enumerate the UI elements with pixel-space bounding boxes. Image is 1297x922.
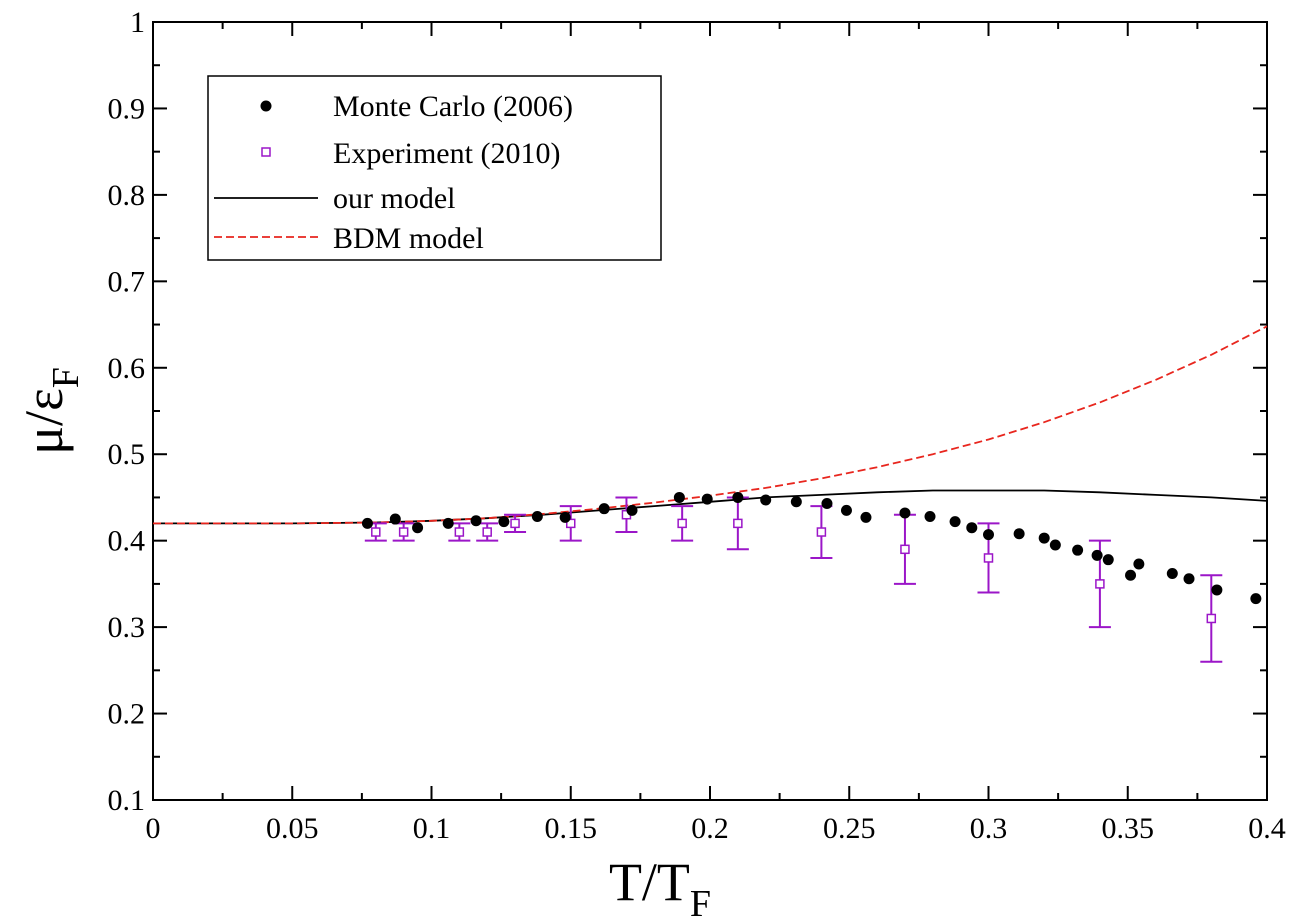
experiment-point [677,518,687,529]
monte-carlo-point [701,493,713,505]
x-tick-label: 0.2 [691,812,729,845]
monte-carlo-point [1013,528,1025,540]
experiment-point [733,518,743,529]
x-tick-label: 0.25 [823,812,876,845]
y-tick-label: 0.1 [108,784,146,817]
monte-carlo-point [760,494,772,506]
legend-marker-experiment [261,147,271,157]
monte-carlo-point [790,496,802,508]
x-axis-label: T/TF [609,852,711,922]
monte-carlo-point [498,516,510,528]
x-tick-label: 0 [146,812,161,845]
monte-carlo-point [1133,558,1145,570]
y-tick-label: 0.7 [108,265,146,298]
experiment-point [482,527,492,537]
monte-carlo-point [673,491,685,503]
ticks: 0 0.05 0.1 0.15 0.2 0.25 0.3 0.35 0.4 0.1 0.2 0.3 0.… [108,6,1286,845]
y-axis-label: μ/εF [14,367,87,455]
x-axis-label-main: T/T [609,852,690,912]
legend-label-monte-carlo: Monte Carlo (2006) [333,90,573,123]
monte-carlo-point [598,503,610,515]
monte-carlo-point [860,511,872,523]
x-axis-label-sub: F [690,883,711,922]
monte-carlo-point [966,522,978,534]
y-tick-label: 0.8 [108,179,146,212]
monte-carlo-point [412,522,424,534]
y-tick-label: 0.2 [108,698,146,731]
x-tick-label: 0.15 [545,812,598,845]
experiment-point [371,527,381,537]
monte-carlo-point [361,517,373,529]
experiment-point [398,527,409,537]
x-tick-label: 0.4 [1248,812,1286,845]
monte-carlo-point [949,516,961,528]
legend-box [207,75,662,261]
monte-carlo-point [1038,532,1050,544]
experiment-point [816,527,827,537]
experiment-point [983,553,994,563]
monte-carlo-point [899,507,911,519]
y-tick-label: 1 [130,6,145,39]
monte-carlo-point [1183,573,1195,585]
x-tick-label: 0.1 [413,812,451,845]
y-tick-label: 0.9 [108,92,146,125]
monte-carlo-point [389,513,401,525]
y-tick-label: 0.3 [108,611,146,644]
x-tick-label: 0.35 [1102,812,1155,845]
y-tick-label: 0.5 [108,438,146,471]
monte-carlo-point [840,504,852,516]
monte-carlo-point [1250,593,1262,605]
monte-carlo-point [470,515,482,527]
monte-carlo-point [1102,554,1114,566]
monte-carlo-point [1072,544,1084,556]
experiment-point [566,518,576,529]
monte-carlo-point [1166,568,1178,580]
monte-carlo-point [1049,539,1061,551]
experiment-point [510,518,520,529]
experiment-point [900,544,910,555]
legend-label-our-model: our model [333,182,455,215]
monte-carlo-point [626,504,638,516]
x-tick-label: 0.05 [266,812,319,845]
legend-label-experiment: Experiment (2010) [333,137,560,170]
monte-carlo-point [1091,549,1103,561]
monte-carlo-point [1125,569,1137,581]
legend: Monte Carlo (2006) Experiment (2010) our… [207,75,662,261]
x-tick-label: 0.3 [970,812,1008,845]
bdm-model-line [153,325,1268,525]
monte-carlo-point [1211,584,1223,596]
experiment-point [1095,579,1105,589]
monte-carlo-point [442,517,454,529]
monte-carlo-point [559,511,571,523]
monte-carlo-point [531,510,543,522]
monte-carlo-point [924,510,936,522]
monte-carlo-point [821,497,833,509]
legend-marker-monte-carlo [260,100,272,112]
y-axis-label-main: μ/ε [14,388,74,455]
experiment-point [1206,613,1217,624]
y-tick-label: 0.4 [108,525,146,558]
plot-area [153,325,1268,663]
y-tick-label: 0.6 [108,352,146,385]
monte-carlo-point [983,529,994,541]
monte-carlo-point [732,491,744,503]
y-axis-label-sub: F [45,367,87,388]
experiment-point [454,527,465,537]
legend-label-bdm-model: BDM model [333,222,484,255]
